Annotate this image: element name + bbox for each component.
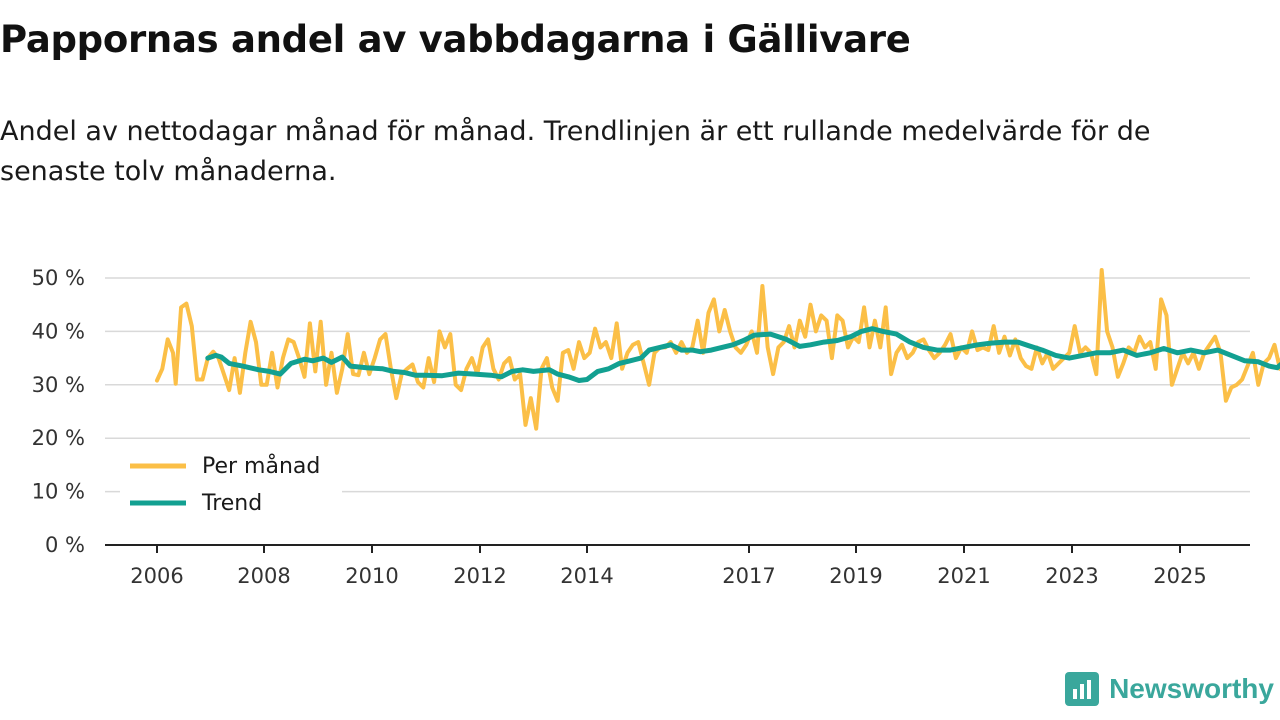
x-tick-label: 2006 bbox=[130, 564, 183, 588]
y-tick-label: 40 % bbox=[32, 319, 85, 343]
x-axis: 2006 2008 2010 2012 2014 2017 2019 2021 2023 2025 bbox=[105, 544, 1250, 588]
legend-label-per-manad: Per månad bbox=[202, 453, 320, 479]
y-tick-label: 30 % bbox=[32, 373, 85, 397]
series-line-monthly bbox=[155, 268, 1280, 431]
y-tick-label: 0 % bbox=[45, 533, 85, 557]
y-tick-label: 10 % bbox=[32, 480, 85, 504]
x-tick-label: 2023 bbox=[1045, 564, 1098, 588]
x-tick-label: 2012 bbox=[453, 564, 506, 588]
y-tick-label: 20 % bbox=[32, 426, 85, 450]
series-lines bbox=[155, 268, 1280, 431]
bar-chart-icon bbox=[1065, 672, 1100, 706]
chart-subtitle: Andel av nettodagar månad för månad. Tre… bbox=[0, 116, 1151, 187]
x-tick-label: 2021 bbox=[937, 564, 990, 588]
y-tick-label: 50 % bbox=[32, 266, 85, 290]
x-tick-label: 2008 bbox=[237, 564, 290, 588]
legend-background bbox=[120, 448, 342, 524]
x-tick-label: 2019 bbox=[829, 564, 882, 588]
x-tick-label: 2025 bbox=[1153, 564, 1206, 588]
grid-lines: 0 % 10 % 20 % 30 % 40 % 50 % bbox=[32, 266, 1250, 557]
legend: Per månad Trend bbox=[120, 448, 342, 524]
x-tick-label: 2010 bbox=[345, 564, 398, 588]
legend-label-trend: Trend bbox=[201, 491, 262, 516]
brand-name: Newsworthy bbox=[1109, 673, 1274, 704]
chart-title: Pappornas andel av vabbdagarna i Gälliva… bbox=[0, 18, 911, 61]
x-tick-label: 2014 bbox=[560, 564, 613, 588]
x-tick-label: 2017 bbox=[722, 564, 775, 588]
newsworthy-logo: Newsworthy bbox=[1065, 672, 1274, 706]
series-line-trend bbox=[205, 326, 1280, 383]
